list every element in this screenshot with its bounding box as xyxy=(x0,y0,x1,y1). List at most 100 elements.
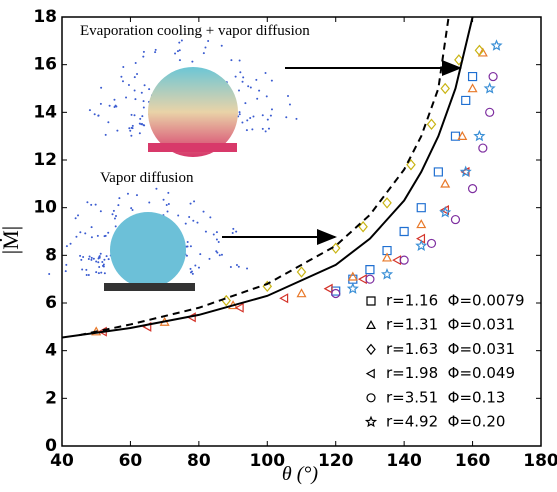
vapor-dot xyxy=(246,267,249,270)
vapor-dot xyxy=(242,76,245,79)
data-point xyxy=(450,214,461,225)
vapor-dot xyxy=(186,245,189,248)
model-curve xyxy=(78,17,450,337)
vapor-dot xyxy=(107,231,110,234)
data-point xyxy=(426,238,437,249)
vapor-dot xyxy=(79,231,82,234)
vapor-dot xyxy=(266,118,269,121)
vapor-dot xyxy=(65,245,68,248)
vapor-dot xyxy=(87,257,90,260)
data-point xyxy=(485,107,495,117)
vapor-dot xyxy=(136,73,139,76)
vapor-dot xyxy=(96,234,99,237)
vapor-dot xyxy=(133,76,136,79)
vapor-dot xyxy=(202,52,205,55)
legend-label: r=1.16 Φ=0.0079 xyxy=(386,292,525,310)
annotation: Vapor diffusion xyxy=(100,170,194,186)
vapor-dot xyxy=(130,207,133,210)
legend-label: r=4.92 Φ=0.20 xyxy=(386,413,505,431)
vapor-dot xyxy=(99,252,102,255)
plot-area xyxy=(62,17,503,339)
vapor-dot xyxy=(114,225,117,228)
substrate xyxy=(104,283,195,291)
vapor-dot xyxy=(295,117,298,120)
vapor-dot xyxy=(204,230,207,233)
vapor-dot xyxy=(85,273,88,276)
legend-marker xyxy=(365,319,377,329)
vapor-dot xyxy=(98,256,101,259)
vapor-dot xyxy=(193,200,196,203)
vapor-dot xyxy=(215,250,218,253)
vapor-dot xyxy=(101,261,104,264)
vapor-dot xyxy=(192,219,195,222)
vapor-dot xyxy=(215,238,218,241)
vapor-dot xyxy=(178,41,181,44)
vapor-dot xyxy=(234,75,237,78)
vapor-dot xyxy=(102,265,105,268)
vapor-dot xyxy=(87,273,90,276)
vapor-dot xyxy=(237,265,240,268)
vapor-dot xyxy=(131,127,134,130)
vapor-dot xyxy=(113,106,116,109)
x-tick-label: 40 xyxy=(50,451,74,471)
vapor-dot xyxy=(117,204,120,207)
vapor-dot xyxy=(288,103,291,106)
vapor-dot xyxy=(90,226,93,229)
vapor-dot xyxy=(148,88,151,91)
vapor-dot xyxy=(126,192,129,195)
data-point xyxy=(440,178,451,188)
vapor-dot xyxy=(118,197,121,200)
vapor-dot xyxy=(178,59,181,62)
data-point xyxy=(439,206,452,218)
vapor-dot xyxy=(189,202,192,205)
vapor-dot xyxy=(122,65,125,68)
data-point xyxy=(365,265,375,275)
vapor-dot xyxy=(141,115,144,118)
data-point xyxy=(478,143,488,153)
y-tick-label: 16 xyxy=(33,55,57,75)
legend-label: r=3.51 Φ=0.13 xyxy=(386,388,505,406)
vapor-dot xyxy=(256,97,259,100)
vapor-dot xyxy=(97,261,100,264)
vapor-dot xyxy=(142,100,145,103)
vapor-dot xyxy=(142,55,145,58)
data-point xyxy=(348,274,358,284)
data-point xyxy=(296,288,307,298)
vapor-dot xyxy=(135,194,138,197)
vapor-dot xyxy=(97,272,100,275)
vapor-dot xyxy=(90,258,93,261)
data-point xyxy=(279,293,289,304)
vapor-dot xyxy=(258,89,261,92)
vapor-dot xyxy=(90,236,93,239)
vapor-dot xyxy=(113,98,116,101)
vapor-dot xyxy=(238,89,241,92)
legend-label: r=1.63 Φ=0.031 xyxy=(386,340,515,358)
legend-marker xyxy=(366,343,376,356)
data-point xyxy=(477,47,488,57)
vapor-dot xyxy=(99,102,102,105)
y-axis-label: |Ṁ| xyxy=(0,226,23,254)
vapor-dot xyxy=(285,116,288,119)
plot-frame xyxy=(61,16,542,447)
data-point xyxy=(440,82,450,95)
data-point xyxy=(381,267,394,280)
vapor-dot xyxy=(103,272,106,275)
vapor-dot xyxy=(167,203,170,206)
y-tick-label: 4 xyxy=(45,341,57,361)
vapor-dot xyxy=(64,270,67,273)
vapor-dot xyxy=(103,235,106,238)
vapor-dot xyxy=(261,127,264,130)
vapor-dot xyxy=(82,255,85,258)
vapor-dot xyxy=(249,86,252,89)
vapor-dot xyxy=(241,121,244,124)
vapor-dot xyxy=(246,119,249,122)
vapor-dot xyxy=(134,98,137,101)
data-point xyxy=(347,271,358,281)
vapor-dot xyxy=(165,203,168,206)
y-tick-label: 14 xyxy=(33,102,57,122)
vapor-dot xyxy=(69,242,72,245)
vapor-dot xyxy=(202,210,205,213)
data-point xyxy=(490,39,503,51)
vapor-dot xyxy=(252,115,255,118)
